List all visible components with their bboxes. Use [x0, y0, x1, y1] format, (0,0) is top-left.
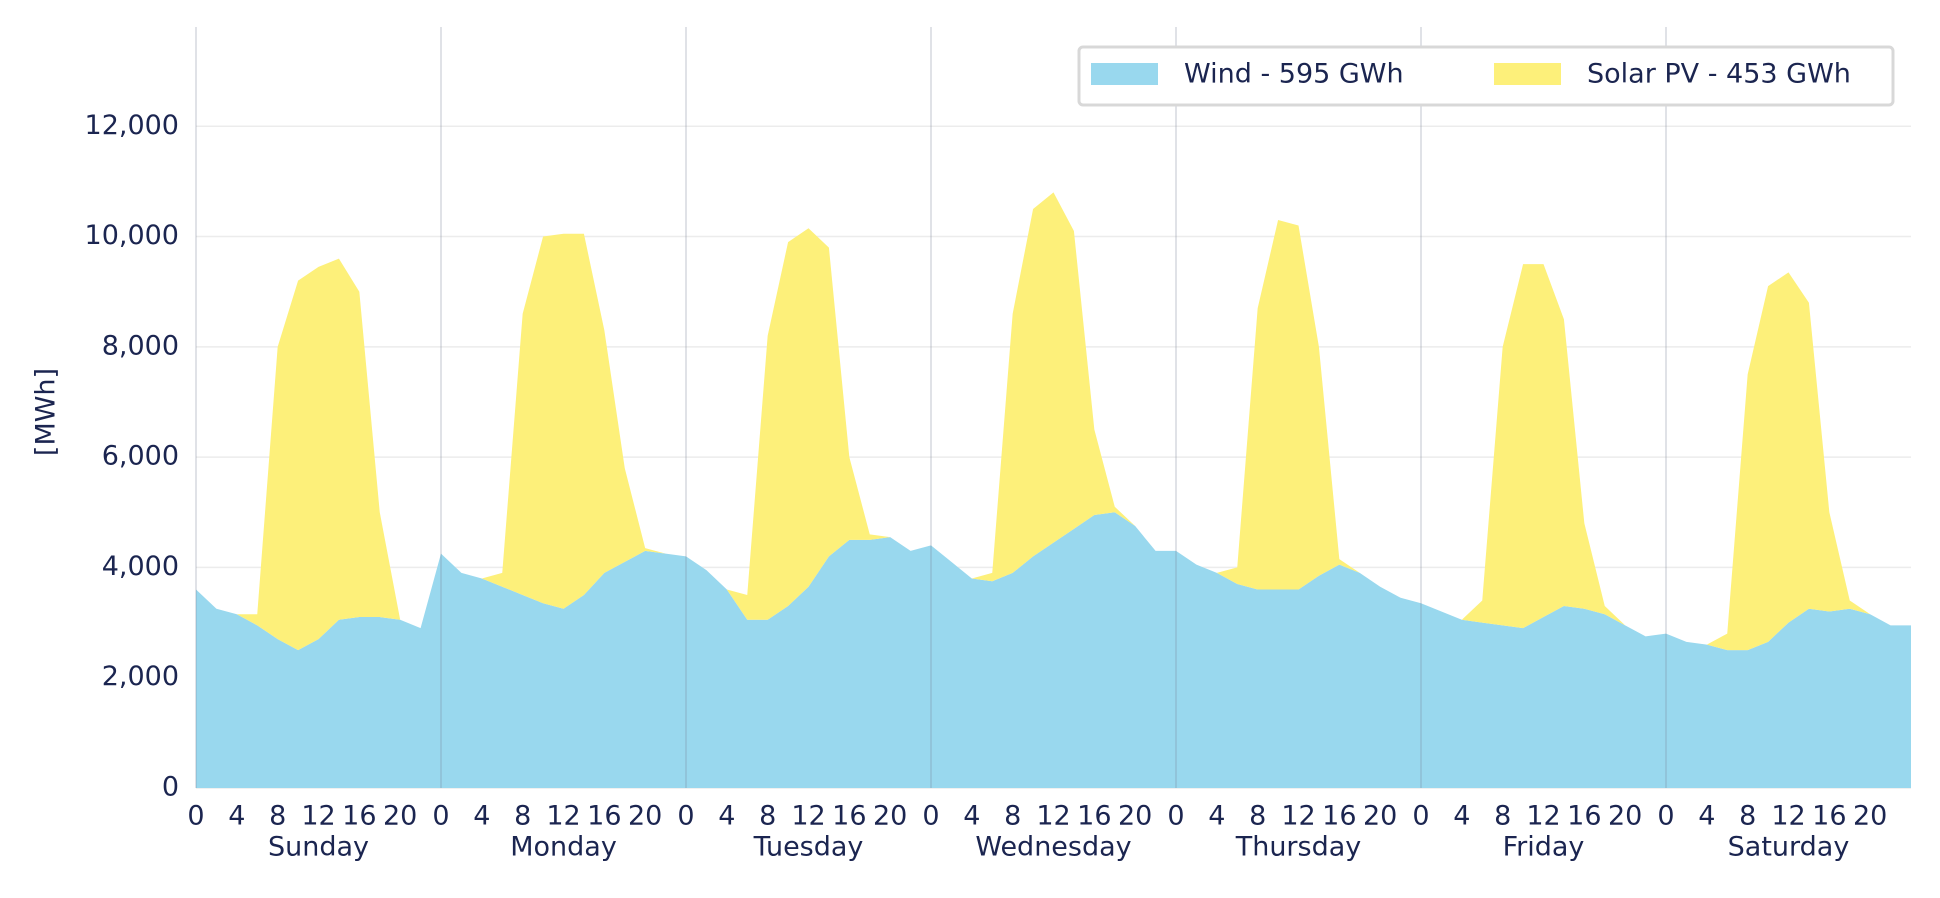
x-tick-label: 0: [1412, 801, 1429, 832]
x-tick-label: 8: [1004, 801, 1021, 832]
x-tick-label: 20: [1118, 801, 1152, 832]
x-tick-label: 4: [1453, 801, 1470, 832]
legend-label: Solar PV - 453 GWh: [1587, 59, 1851, 90]
x-tick-label: 8: [1249, 801, 1266, 832]
day-label: Thursday: [1235, 832, 1362, 863]
x-tick-label: 12: [301, 801, 335, 832]
x-tick-label: 12: [1771, 801, 1805, 832]
x-tick-label: 12: [791, 801, 825, 832]
legend-swatch: [1494, 63, 1561, 85]
x-tick-label: 4: [1698, 801, 1715, 832]
x-tick-label: 16: [1567, 801, 1601, 832]
legend-label: Wind - 595 GWh: [1184, 59, 1404, 90]
x-tick-label: 20: [628, 801, 662, 832]
x-tick-label: 20: [383, 801, 417, 832]
area: [196, 192, 1911, 651]
day-label: Friday: [1503, 832, 1585, 863]
x-tick-label: 20: [1608, 801, 1642, 832]
y-tick-label: 12,000: [85, 110, 179, 141]
x-tick-label: 0: [677, 801, 694, 832]
x-tick-label: 8: [269, 801, 286, 832]
day-label: Saturday: [1728, 832, 1850, 863]
x-tick-label: 0: [432, 801, 449, 832]
areas: [196, 192, 1911, 788]
x-tick-label: 4: [473, 801, 490, 832]
y-tick-label: 2,000: [102, 661, 179, 692]
y-tick-label: 0: [162, 772, 179, 803]
x-tick-label: 16: [587, 801, 621, 832]
separators: [195, 27, 1667, 788]
x-tick-label: 4: [228, 801, 245, 832]
x-tick-label: 8: [1494, 801, 1511, 832]
x-tick-label: 0: [1657, 801, 1674, 832]
x-tick-label: 20: [1853, 801, 1887, 832]
day-label: Monday: [510, 832, 617, 863]
y-tick-label: 6,000: [102, 441, 179, 472]
day-label: Tuesday: [753, 832, 864, 863]
x-tick-label: 8: [1739, 801, 1756, 832]
x-tick-label: 0: [1167, 801, 1184, 832]
y-tick-label: 4,000: [102, 551, 179, 582]
x-tick-label: 4: [963, 801, 980, 832]
x-tick-label: 8: [514, 801, 531, 832]
x-tick-label: 16: [1077, 801, 1111, 832]
x-tick-label: 12: [1036, 801, 1070, 832]
day-label: Wednesday: [975, 832, 1131, 863]
x-tick-label: 20: [873, 801, 907, 832]
x-tick-label: 16: [342, 801, 376, 832]
x-tick-label: 16: [832, 801, 866, 832]
y-tick-label: 10,000: [85, 220, 179, 251]
x-tick-label: 4: [1208, 801, 1225, 832]
legend: Wind - 595 GWh Solar PV - 453 GWh: [1077, 45, 1895, 107]
area: [196, 512, 1911, 788]
x-tick-label: 16: [1812, 801, 1846, 832]
x-tick-label: 16: [1322, 801, 1356, 832]
y-tick-label: 8,000: [102, 330, 179, 361]
x-tick-label: 0: [922, 801, 939, 832]
x-tick-label: 20: [1363, 801, 1397, 832]
legend-box: [1077, 45, 1895, 107]
legend-swatch: [1091, 63, 1158, 85]
x-tick-label: 12: [1281, 801, 1315, 832]
y-axis-label: [MWh]: [31, 368, 62, 456]
x-tick-label: 0: [187, 801, 204, 832]
x-tick-label: 8: [759, 801, 776, 832]
x-tick-label: 12: [1526, 801, 1560, 832]
x-tick-label: 12: [546, 801, 580, 832]
day-label: Sunday: [268, 832, 369, 863]
x-tick-label: 4: [718, 801, 735, 832]
